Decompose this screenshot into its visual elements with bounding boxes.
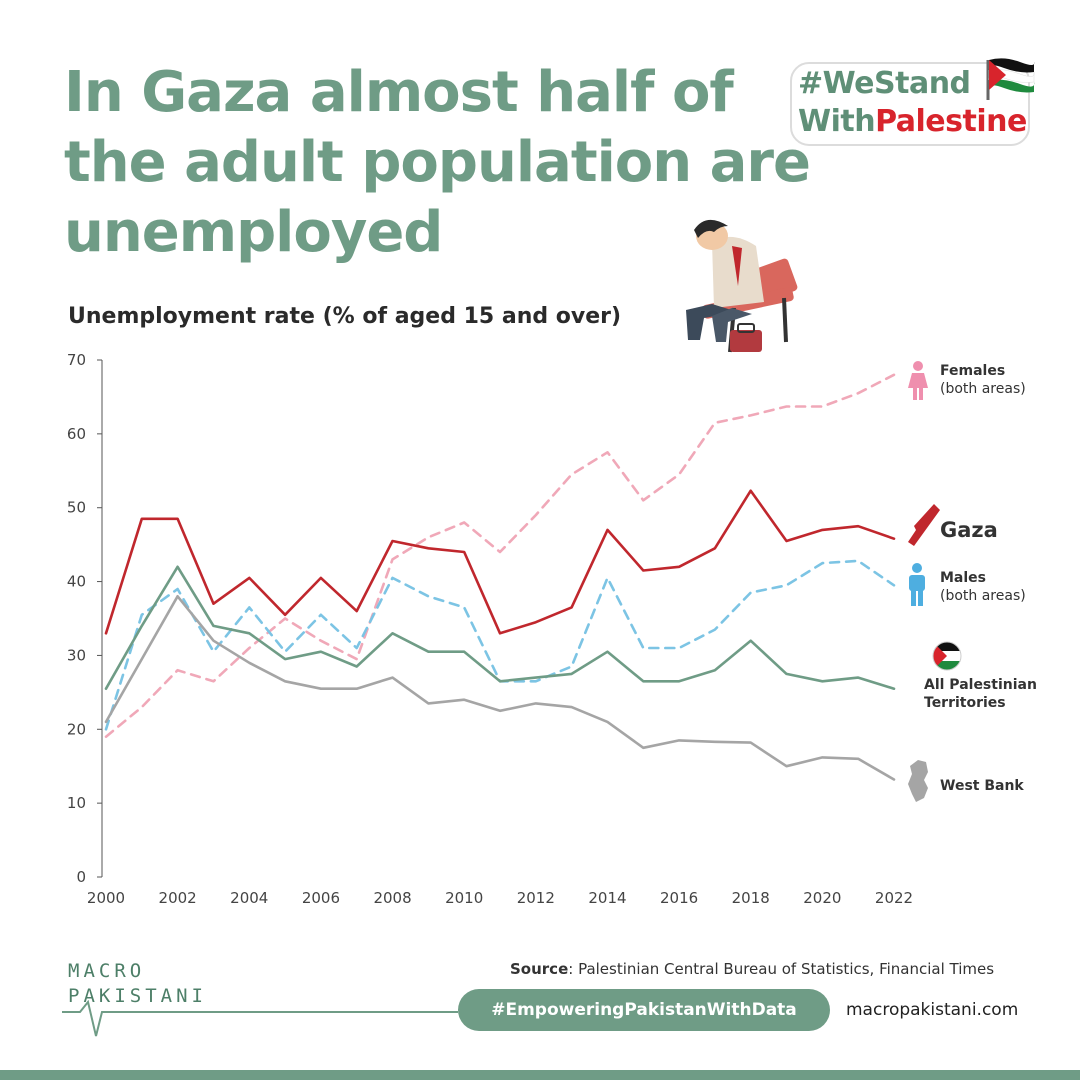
x-tick-label: 2018 bbox=[732, 889, 770, 907]
series-line-all-palestinian-territories bbox=[104, 565, 896, 691]
legend-all-line1: All Palestinian bbox=[924, 677, 1037, 693]
x-tick-label: 2012 bbox=[517, 889, 555, 907]
chart-series bbox=[104, 373, 896, 781]
legend-females: Females (both areas) bbox=[940, 362, 1026, 398]
legend-males-sub: (both areas) bbox=[940, 588, 1026, 604]
y-tick-label: 0 bbox=[76, 868, 86, 886]
x-tick-label: 2004 bbox=[230, 889, 268, 907]
palestine-circle-flag-icon bbox=[932, 641, 962, 671]
west-bank-map-icon bbox=[908, 760, 928, 802]
logo-heartbeat-line bbox=[62, 1000, 458, 1037]
source-text: : Palestinian Central Bureau of Statisti… bbox=[568, 960, 995, 978]
x-tick-label: 2010 bbox=[445, 889, 483, 907]
x-tick-label: 2020 bbox=[803, 889, 841, 907]
logo-macro: MACRO bbox=[68, 960, 146, 982]
legend-west-bank: West Bank bbox=[940, 777, 1024, 795]
gaza-map-icon bbox=[908, 504, 940, 546]
x-tick-label: 2016 bbox=[660, 889, 698, 907]
x-tick-label: 2000 bbox=[87, 889, 125, 907]
bottom-bar bbox=[0, 1070, 1080, 1080]
y-tick-label: 40 bbox=[67, 573, 86, 591]
badge-outline bbox=[790, 62, 1030, 146]
logo-pakistani: PAKISTANI bbox=[68, 985, 207, 1007]
male-icon bbox=[909, 563, 925, 606]
y-tick-label: 60 bbox=[67, 425, 86, 443]
source-label: Source bbox=[510, 960, 569, 978]
legend-all-territories: All Palestinian Territories bbox=[924, 676, 1037, 712]
x-tick-label: 2008 bbox=[373, 889, 411, 907]
palestine-flag-icon bbox=[986, 58, 1035, 100]
badge-line-1: #WeStand bbox=[798, 66, 971, 101]
x-tick-label: 2006 bbox=[302, 889, 340, 907]
x-tick-label: 2022 bbox=[875, 889, 913, 907]
series-line-gaza bbox=[104, 489, 896, 635]
y-tick-label: 70 bbox=[67, 351, 86, 369]
legend-females-title: Females bbox=[940, 363, 1006, 379]
legend-all-line2: Territories bbox=[924, 695, 1006, 711]
series-line-west-bank bbox=[104, 594, 896, 781]
legend-westbank-label: West Bank bbox=[940, 778, 1024, 794]
badge-line-2: WithPalestine bbox=[798, 104, 1027, 139]
y-tick-label: 30 bbox=[67, 646, 86, 664]
chart-axes: 0 10 20 30 40 50 60 70 2000 2002 2004 2006 2008 2010 2… bbox=[67, 351, 913, 907]
series-line-females-both-areas bbox=[104, 373, 896, 739]
x-tick-label: 2014 bbox=[588, 889, 626, 907]
series-line-males-both-areas bbox=[104, 559, 896, 731]
legend-males: Males (both areas) bbox=[940, 569, 1026, 605]
hashtag-pill: #EmpoweringPakistanWithData bbox=[458, 989, 830, 1031]
badge-prefix: With bbox=[798, 104, 876, 139]
y-tick-label: 50 bbox=[67, 499, 86, 517]
x-tick-label: 2002 bbox=[159, 889, 197, 907]
y-tick-label: 10 bbox=[67, 794, 86, 812]
chart-subtitle: Unemployment rate (% of aged 15 and over… bbox=[68, 304, 622, 329]
website-link[interactable]: macropakistani.com bbox=[846, 1000, 1019, 1020]
legend-gaza: Gaza bbox=[940, 518, 998, 542]
badge-highlight: Palestine bbox=[875, 104, 1027, 139]
female-icon bbox=[908, 361, 928, 400]
y-tick-label: 20 bbox=[67, 720, 86, 738]
source-note: Source: Palestinian Central Bureau of St… bbox=[510, 960, 994, 978]
legend-females-sub: (both areas) bbox=[940, 381, 1026, 397]
chart-title: In Gaza almost half of the adult populat… bbox=[64, 60, 811, 265]
legend-males-title: Males bbox=[940, 570, 987, 586]
unemployed-man-icon bbox=[686, 219, 798, 353]
